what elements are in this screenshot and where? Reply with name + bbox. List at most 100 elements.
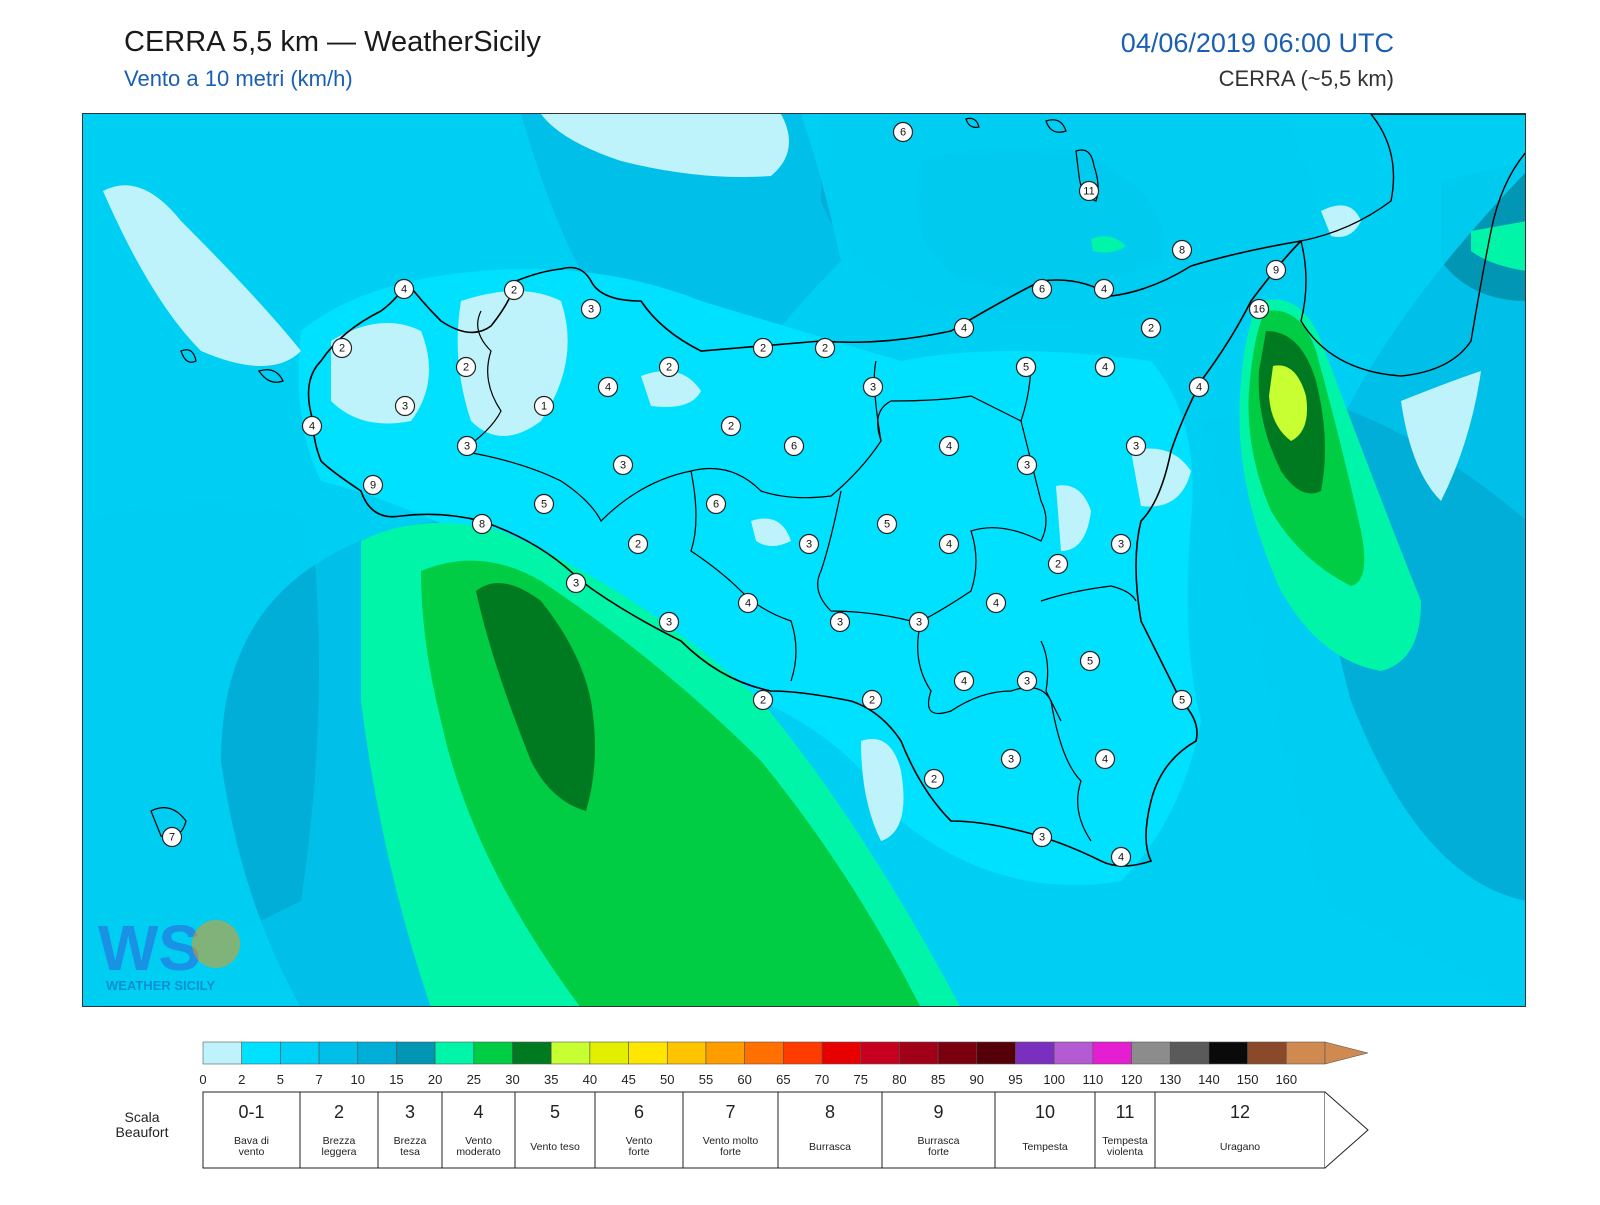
beaufort-description: Vento molto	[703, 1135, 759, 1147]
beaufort-cell	[594, 1091, 684, 1169]
station-value: 1	[541, 401, 547, 413]
scale-swatch	[550, 1041, 591, 1065]
station-label: 3	[829, 611, 851, 633]
station-label: 4	[393, 278, 415, 300]
station-value: 3	[1024, 460, 1030, 472]
station-label: 3	[798, 533, 820, 555]
station-value: 6	[713, 499, 719, 511]
scale-swatch	[937, 1041, 978, 1065]
scale-swatch	[512, 1041, 552, 1065]
station-label: 2	[503, 279, 525, 301]
scale-swatch	[744, 1041, 784, 1065]
scale-swatch	[860, 1041, 900, 1065]
province-border	[690, 470, 797, 682]
station-value: 3	[916, 617, 922, 629]
station-value: 2	[1055, 559, 1061, 571]
station-value: 4	[1101, 284, 1107, 296]
station-value: 6	[900, 127, 906, 139]
forecast-datetime: 04/06/2019 06:00 UTC	[1120, 28, 1394, 58]
beaufort-description: Vento teso	[530, 1141, 580, 1153]
station-label: 5	[876, 513, 898, 535]
station-value: 5	[884, 519, 890, 531]
station-value: 3	[837, 617, 843, 629]
station-label: 4	[1094, 748, 1116, 770]
island	[965, 117, 980, 128]
beaufort-description: Burrasca	[917, 1135, 959, 1147]
scale-swatch	[318, 1041, 359, 1065]
scale-swatch	[589, 1041, 629, 1065]
scale-tick-label: 130	[1159, 1072, 1181, 1087]
scale-tick-label: 140	[1198, 1072, 1220, 1087]
wind-map[interactable]: 6 11 8 9 16 4 2 3 2 2 3 4 1 2 3 4 2 2 2 6 3 4 6 4 5 7 5 2 3 3 4 3 5 5 2 9 8 3…	[82, 113, 1526, 1007]
station-value: 9	[1273, 265, 1279, 277]
province-border	[460, 310, 502, 452]
station-label: 11	[1078, 180, 1100, 202]
station-value: 4	[993, 598, 999, 610]
station-value: 5	[1179, 695, 1185, 707]
scale-swatch	[628, 1041, 668, 1065]
station-value: 3	[1024, 676, 1030, 688]
station-label: 4	[938, 435, 960, 457]
beaufort-number: 7	[725, 1102, 735, 1122]
station-label: 4	[597, 376, 619, 398]
scale-swatch	[473, 1041, 513, 1065]
beaufort-number: 0-1	[238, 1102, 264, 1122]
beaufort-description: Bava di	[234, 1135, 269, 1147]
scale-swatch	[899, 1041, 939, 1065]
scale-tick-label: 35	[544, 1072, 558, 1087]
station-value: 2	[511, 285, 517, 297]
beaufort-description: vento	[239, 1146, 265, 1158]
station-value: 3	[1039, 832, 1045, 844]
scale-swatch	[396, 1041, 436, 1065]
station-value: 6	[791, 441, 797, 453]
logo-text: WEATHER SICILY	[106, 978, 215, 993]
station-value: 6	[1039, 284, 1045, 296]
station-value: 11	[1083, 186, 1094, 198]
station-label: 8	[1171, 239, 1193, 261]
model-label: CERRA (~5,5 km)	[1218, 66, 1394, 91]
scale-swatch	[976, 1041, 1016, 1065]
scale-tick-label: 10	[351, 1072, 365, 1087]
station-label: 3	[565, 572, 587, 594]
station-value: 3	[573, 578, 579, 590]
wind-band-0-2	[103, 185, 301, 366]
wind-band-30-35	[1269, 365, 1307, 441]
wind-band-25-30	[476, 583, 595, 811]
beaufort-title: Beaufort	[116, 1124, 169, 1140]
station-label: 9	[1265, 259, 1287, 281]
station-label: 4	[985, 592, 1007, 614]
scale-swatch	[434, 1041, 475, 1065]
station-value: 5	[541, 499, 547, 511]
beaufort-description: Uragano	[1220, 1141, 1260, 1153]
station-label: 6	[783, 435, 805, 457]
scale-arrow	[1324, 1041, 1369, 1065]
beaufort-description: tesa	[400, 1146, 420, 1158]
beaufort-description: Brezza	[323, 1135, 356, 1147]
station-value: 4	[401, 284, 407, 296]
station-label: 5	[533, 493, 555, 515]
beaufort-cell	[682, 1091, 779, 1169]
beaufort-cell	[1094, 1091, 1156, 1169]
station-value: 2	[760, 343, 766, 355]
beaufort-description: forte	[628, 1146, 649, 1158]
scale-swatch	[202, 1041, 242, 1065]
station-label: 3	[394, 395, 416, 417]
station-label: 2	[861, 689, 883, 711]
station-value: 2	[635, 539, 641, 551]
station-label: 3	[908, 611, 930, 633]
station-value: 4	[946, 441, 952, 453]
station-value: 4	[309, 421, 315, 433]
station-label: 4	[1188, 376, 1210, 398]
calabria-coastline	[1300, 114, 1525, 377]
scale-tick-label: 85	[931, 1072, 945, 1087]
beaufort-number: 4	[473, 1102, 483, 1122]
station-value: 3	[464, 441, 470, 453]
color-scale	[202, 1041, 1369, 1065]
beaufort-arrow	[1324, 1091, 1369, 1169]
scale-swatch	[1053, 1041, 1094, 1065]
beaufort-description: Brezza	[394, 1135, 427, 1147]
scale-swatch	[1131, 1041, 1171, 1065]
wind-band-0-2	[1321, 205, 1361, 237]
scale-tick-label: 150	[1237, 1072, 1259, 1087]
scale-swatch	[241, 1041, 281, 1065]
